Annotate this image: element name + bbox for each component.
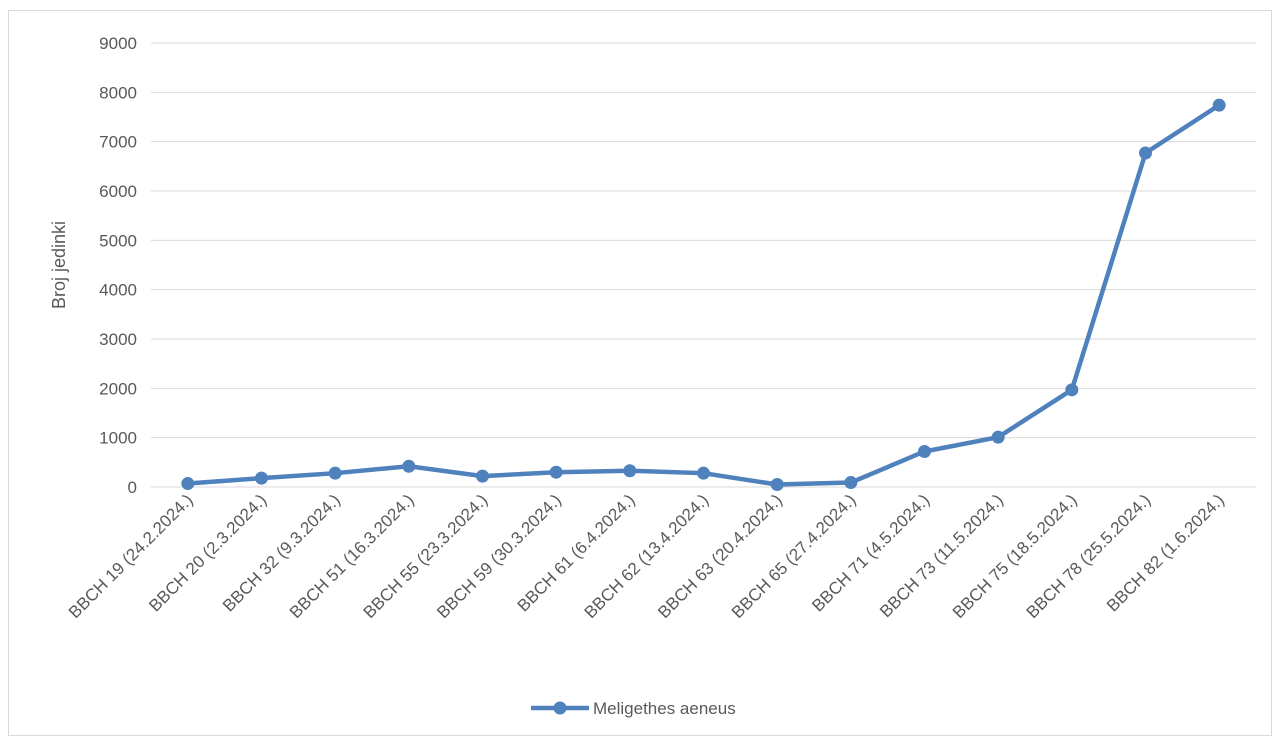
x-tick-label: BBCH 59 (30.3.2024.)	[433, 490, 565, 622]
data-point	[255, 471, 268, 485]
y-tick-label: 0	[128, 478, 137, 497]
series-line	[185, 102, 1222, 487]
y-tick-label: 4000	[99, 281, 137, 300]
x-tick-label: BBCH 62 (13.4.2024.)	[581, 490, 713, 622]
data-point	[844, 476, 858, 490]
data-point	[549, 465, 563, 479]
data-point	[402, 459, 416, 473]
y-tick-label: 8000	[99, 83, 137, 102]
legend-series-label: Meligethes aeneus	[593, 699, 736, 718]
y-tick-label: 1000	[99, 429, 137, 448]
y-axis-title: Broj jedinki	[49, 221, 69, 309]
data-point	[1212, 98, 1226, 112]
x-tick-label: BBCH 51 (16.3.2024.)	[286, 490, 418, 622]
x-tick-label: BBCH 19 (24.2.2024.)	[65, 490, 197, 622]
x-tick-label: BBCH 65 (27.4.2024.)	[728, 490, 860, 622]
x-tick-labels: BBCH 19 (24.2.2024.)BBCH 20 (2.3.2024.)B…	[65, 490, 1228, 622]
y-tick-label: 6000	[99, 182, 137, 201]
x-tick-label: BBCH 73 (11.5.2024.)	[876, 490, 1007, 621]
legend: Meligethes aeneus	[531, 699, 736, 718]
data-point	[991, 430, 1005, 444]
chart-frame: Broj jedinki 0 1000 2000 3000 4000 5000 6000 70…	[8, 10, 1272, 736]
series-layer	[181, 98, 1226, 492]
y-tick-label: 3000	[99, 330, 137, 349]
x-tick-label: BBCH 55 (23.3.2024.)	[360, 490, 492, 622]
data-point	[918, 444, 931, 458]
data-point	[476, 469, 489, 483]
y-tick-label: 7000	[99, 133, 137, 152]
y-tick-label: 2000	[99, 379, 137, 398]
y-tick-labels: 0 1000 2000 3000 4000 5000 6000 7000 8000 9000	[99, 34, 137, 497]
x-tick-label: BBCH 75 (18.5.2024.)	[949, 490, 1081, 622]
legend-series-marker	[553, 701, 567, 715]
data-point	[697, 466, 710, 480]
x-tick-label: BBCH 63 (20.4.2024.)	[654, 490, 786, 622]
data-point	[1139, 146, 1152, 160]
line-chart: Broj jedinki 0 1000 2000 3000 4000 5000 6000 70…	[49, 34, 1256, 718]
y-tick-label: 9000	[99, 34, 137, 53]
data-point	[181, 477, 195, 491]
y-tick-label: 5000	[99, 231, 137, 250]
x-tick-label: BBCH 78 (25.5.2024.)	[1023, 490, 1155, 622]
data-point	[1065, 383, 1079, 397]
grid-lines	[151, 42, 1256, 488]
data-point	[770, 478, 784, 492]
data-point	[328, 466, 342, 480]
data-point	[623, 464, 637, 478]
